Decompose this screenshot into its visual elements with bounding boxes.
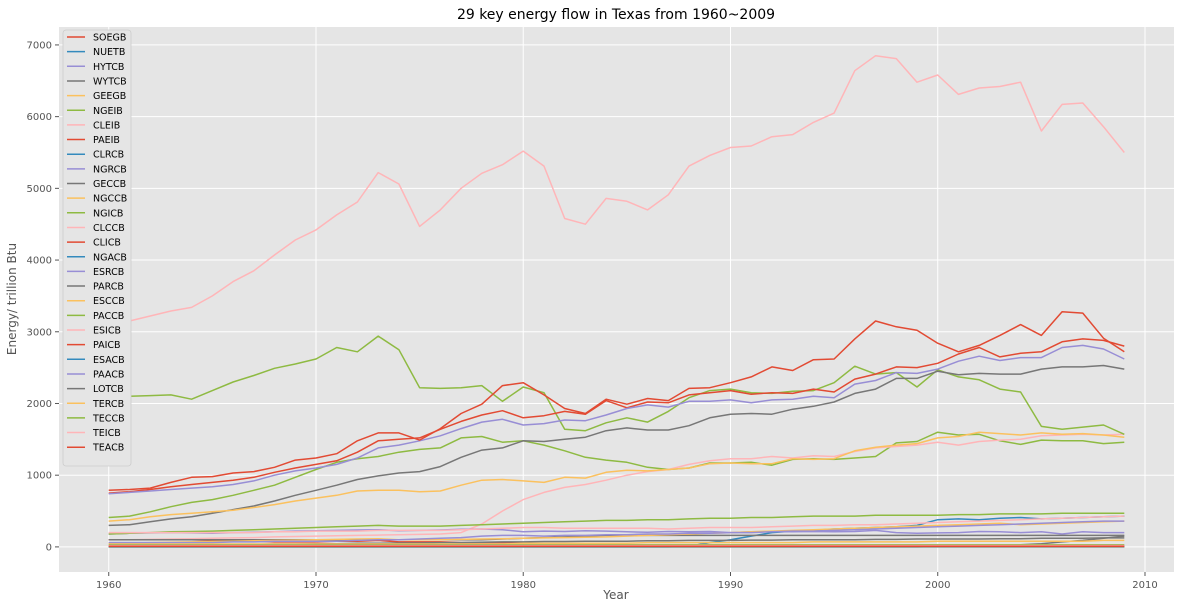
legend-label: PARCB (93, 282, 124, 293)
legend-label: TECCB (92, 413, 125, 424)
y-tick-label: 0 (46, 542, 52, 553)
x-tick-label: 2000 (925, 580, 950, 591)
series-line-paccb (108, 512, 1125, 535)
series-line-cleib (108, 433, 1125, 541)
legend-label: TEACB (92, 443, 124, 454)
legend-label: TEICB (92, 428, 121, 439)
series-line-ngccb (108, 520, 1125, 545)
legend-label: TERCB (92, 399, 124, 410)
legend-label: CLRCB (93, 150, 124, 161)
legend-label: PAACB (93, 369, 124, 380)
y-tick-label: 1000 (27, 471, 52, 482)
series-line-esrcb (108, 344, 1125, 495)
legend-label: ESCCB (93, 296, 125, 307)
x-axis-ticks: 1960 1970 1980 1990 2000 2010 (96, 572, 1158, 591)
series-lines (108, 54, 1125, 548)
y-tick-label: 4000 (27, 256, 52, 267)
series-line-esccb (108, 431, 1125, 522)
legend-label: GEEGB (93, 91, 126, 102)
legend-label: WYTCB (93, 76, 127, 87)
legend-label: NGEIB (93, 106, 123, 117)
x-tick-label: 2010 (1132, 580, 1157, 591)
legend-label: NGCCB (93, 194, 127, 205)
y-tick-label: 2000 (27, 399, 52, 410)
y-tick-label: 7000 (27, 40, 52, 51)
legend-label: CLEIB (93, 120, 120, 131)
y-tick-label: 5000 (27, 184, 52, 195)
y-tick-label: 6000 (27, 112, 52, 123)
series-line-ngicb (108, 335, 1125, 435)
legend-label: PACCB (93, 311, 124, 322)
plot-area (59, 27, 1174, 572)
legend-label: CLCCB (93, 223, 125, 234)
legend-label: NGICB (93, 208, 123, 219)
legend-label: ESRCB (93, 267, 124, 278)
legend-label: ESACB (93, 355, 125, 366)
y-axis-ticks: 0 1000 2000 3000 4000 5000 6000 7000 (27, 40, 59, 553)
legend-label: NUETB (93, 47, 125, 58)
legend-label: SOEGB (93, 33, 126, 44)
series-line-clicb (108, 338, 1125, 494)
grid (59, 27, 1174, 572)
legend-label: NGRCB (93, 164, 127, 175)
x-tick-label: 1990 (718, 580, 743, 591)
chart-title: 29 key energy flow in Texas from 1960~20… (457, 7, 775, 23)
legend-label: GECCB (93, 179, 126, 190)
y-tick-label: 3000 (27, 327, 52, 338)
series-line-parcb (108, 364, 1125, 527)
series-line-esicb (108, 515, 1125, 534)
series-line-tercb (108, 539, 1125, 545)
legend: SOEGB NUETB HYTCB WYTCB GEEGB NGEIB CLEIB PAEIB… (62, 29, 132, 467)
series-line-paacb (108, 520, 1125, 544)
series-line-ngeib (108, 431, 1125, 519)
legend-label: CLICB (93, 238, 121, 249)
x-tick-label: 1980 (511, 580, 536, 591)
x-tick-label: 1970 (303, 580, 328, 591)
series-line-paicb (108, 310, 1125, 492)
legend-label: ESICB (93, 326, 121, 337)
legend-label: HYTCB (93, 62, 124, 73)
x-axis-label: Year (602, 588, 628, 602)
legend-label: PAEIB (93, 135, 120, 146)
series-line-clccb (108, 54, 1125, 329)
legend-label: NGACB (93, 252, 127, 263)
y-axis-label: Energy/ trillion Btu (5, 243, 19, 355)
legend-label: PAICB (93, 340, 121, 351)
legend-label: LOTCB (93, 384, 124, 395)
x-tick-label: 1960 (96, 580, 121, 591)
